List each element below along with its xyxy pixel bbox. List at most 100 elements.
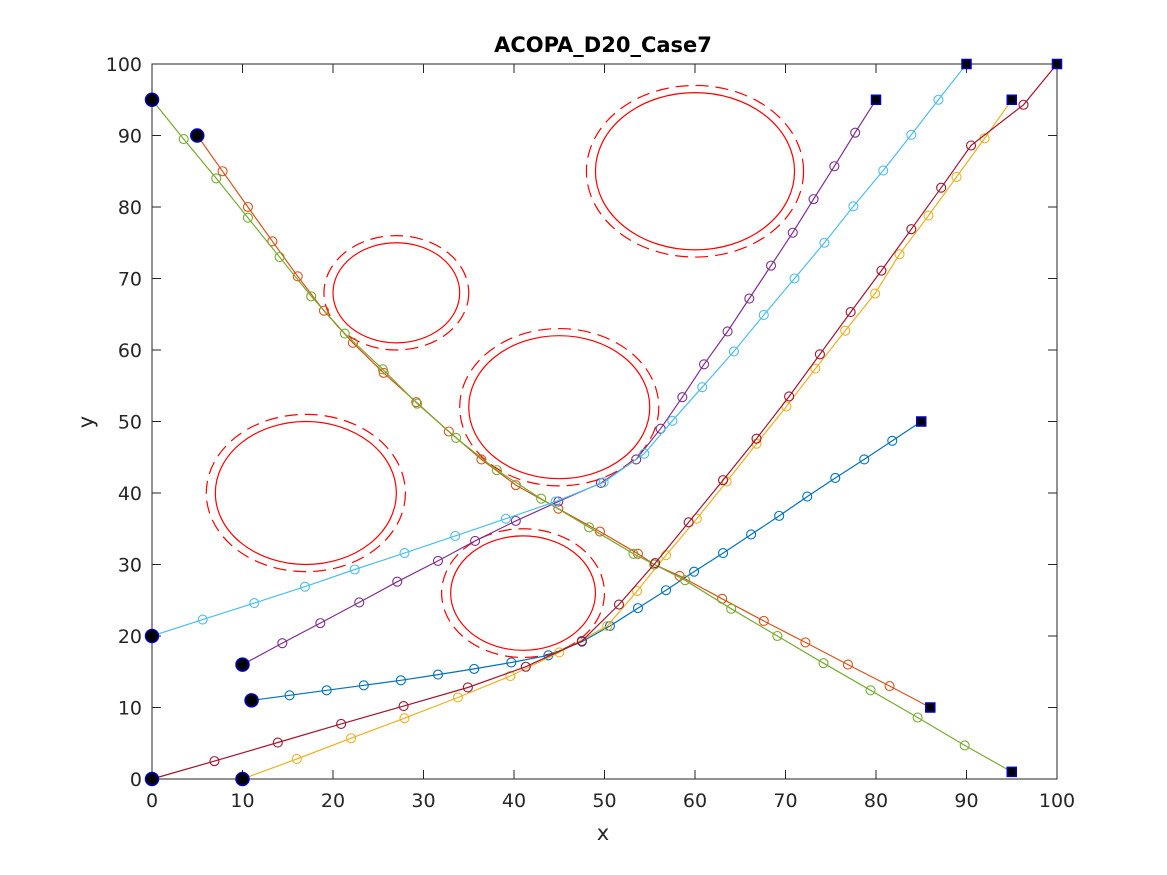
waypoint-marker <box>631 454 642 465</box>
waypoint-marker <box>505 670 516 682</box>
y-tick-label: 100 <box>106 54 142 76</box>
waypoint-marker <box>870 288 881 299</box>
waypoint-marker <box>751 433 762 444</box>
y-tick-label: 40 <box>118 483 142 505</box>
waypoint-marker <box>683 517 694 528</box>
obstacle-safety-margin <box>323 234 470 351</box>
waypoint-marker <box>906 129 917 140</box>
waypoint-marker <box>346 733 357 744</box>
waypoint-marker <box>923 210 934 221</box>
waypoint-marker <box>398 701 409 712</box>
waypoint-marker <box>602 620 613 632</box>
waypoint-marker <box>848 201 859 212</box>
obstacle-circle <box>468 335 651 480</box>
x-tick-label: 70 <box>773 790 797 812</box>
waypoint-marker <box>209 756 220 767</box>
waypoint-marker <box>800 637 811 648</box>
series-line <box>151 63 967 637</box>
obstacle-circle <box>594 91 796 251</box>
start-marker <box>144 628 160 644</box>
waypoint-marker <box>1018 99 1029 110</box>
waypoint-marker <box>894 249 905 260</box>
series-line <box>196 135 931 709</box>
waypoint-marker <box>267 236 278 247</box>
waypoint-marker <box>576 635 587 647</box>
x-tick-label: 80 <box>864 790 888 812</box>
x-tick-label: 20 <box>321 790 345 812</box>
chart-title: ACOPA_D20_Case7 <box>494 33 712 57</box>
waypoint-marker <box>242 201 253 213</box>
waypoint-marker <box>197 614 208 625</box>
waypoint-marker <box>884 680 895 692</box>
waypoint-marker <box>774 510 785 521</box>
waypoint-marker <box>291 753 302 765</box>
waypoint-marker <box>744 293 755 304</box>
waypoint-marker <box>584 522 595 533</box>
waypoint-marker <box>726 603 737 614</box>
start-marker <box>235 771 250 787</box>
series-line <box>242 99 877 666</box>
series-line <box>242 99 1013 780</box>
waypoint-marker <box>339 328 350 339</box>
waypoint-marker <box>378 367 389 378</box>
goal-marker <box>1006 766 1017 778</box>
waypoint-marker <box>679 575 691 586</box>
waypoint-marker <box>491 465 502 476</box>
waypoint-marker <box>432 669 444 680</box>
goal-marker <box>961 58 972 70</box>
series-line <box>151 99 1013 773</box>
x-tick-label: 30 <box>411 790 435 812</box>
waypoint-marker <box>272 737 283 748</box>
waypoint-marker <box>632 585 643 597</box>
x-tick-label: 0 <box>146 790 158 812</box>
waypoint-marker <box>500 513 511 524</box>
waypoint-marker <box>358 680 369 691</box>
waypoint-marker <box>412 398 423 409</box>
waypoint-marker <box>598 477 609 488</box>
goal-marker <box>916 416 927 427</box>
y-tick-label: 60 <box>118 340 142 362</box>
waypoint-marker <box>299 581 310 592</box>
goal-marker <box>925 702 936 713</box>
start-marker <box>190 128 205 143</box>
waypoint-marker <box>829 161 840 172</box>
waypoint-marker <box>470 535 481 546</box>
start-marker <box>235 657 250 672</box>
y-tick-label: 0 <box>130 769 142 791</box>
waypoint-marker <box>660 585 672 596</box>
series-line <box>151 63 1058 780</box>
y-axis-label: y <box>74 416 98 428</box>
waypoint-marker <box>550 496 561 507</box>
y-tick-label: 10 <box>118 698 142 720</box>
waypoint-marker <box>178 134 189 145</box>
goal-marker <box>1006 94 1017 105</box>
obstacle-safety-margin <box>585 84 805 258</box>
x-axis-label: x <box>597 821 609 845</box>
waypoint-marker <box>347 337 358 348</box>
waypoint-marker <box>318 305 330 316</box>
waypoint-marker <box>649 559 660 570</box>
y-tick-label: 50 <box>118 412 142 434</box>
start-marker <box>144 771 160 787</box>
waypoint-marker <box>274 251 285 263</box>
waypoint-marker <box>936 182 947 193</box>
waypoint-marker <box>536 493 547 504</box>
waypoint-marker <box>959 740 970 751</box>
waypoint-marker <box>865 685 876 696</box>
waypoint-marker <box>718 548 729 559</box>
x-tick-label: 60 <box>683 790 707 812</box>
waypoint-marker <box>292 271 303 282</box>
waypoint-marker <box>451 432 462 443</box>
start-marker <box>244 693 259 708</box>
waypoint-marker <box>818 658 829 669</box>
obstacle-circle <box>214 420 397 566</box>
x-tick-label: 100 <box>1039 790 1075 812</box>
x-tick-label: 40 <box>502 790 526 812</box>
x-tick-label: 50 <box>592 790 616 812</box>
waypoint-marker <box>249 598 260 609</box>
waypoint-marker <box>628 548 639 559</box>
waypoint-marker <box>802 491 813 502</box>
waypoint-marker <box>399 713 410 724</box>
waypoint-marker <box>306 291 317 302</box>
